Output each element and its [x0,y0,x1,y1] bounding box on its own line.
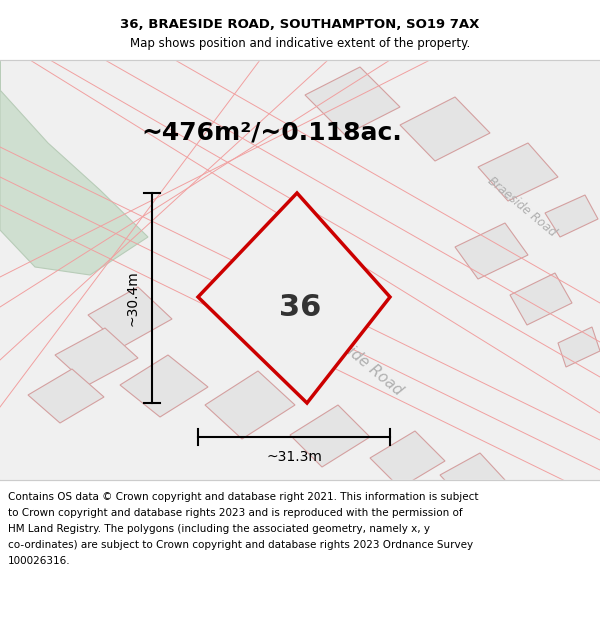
Text: ~476m²/~0.118ac.: ~476m²/~0.118ac. [142,121,403,145]
Polygon shape [370,431,445,488]
Polygon shape [28,369,104,423]
Polygon shape [440,453,505,502]
Polygon shape [0,60,148,275]
Text: Contains OS data © Crown copyright and database right 2021. This information is : Contains OS data © Crown copyright and d… [8,492,479,502]
Polygon shape [290,405,370,467]
Text: HM Land Registry. The polygons (including the associated geometry, namely x, y: HM Land Registry. The polygons (includin… [8,524,430,534]
Text: ~31.3m: ~31.3m [266,450,322,464]
Polygon shape [55,328,138,385]
Polygon shape [205,371,295,439]
Polygon shape [545,195,598,237]
Text: Braeside Road: Braeside Road [485,174,559,239]
Polygon shape [478,143,558,201]
Text: Braeside Road: Braeside Road [311,316,405,398]
Polygon shape [88,287,172,347]
Polygon shape [455,223,528,279]
Text: co-ordinates) are subject to Crown copyright and database rights 2023 Ordnance S: co-ordinates) are subject to Crown copyr… [8,540,473,550]
Text: 36: 36 [279,292,321,321]
Polygon shape [120,355,208,417]
Polygon shape [198,193,390,403]
Polygon shape [510,273,572,325]
Bar [0,480,600,625]
Text: 100026316.: 100026316. [8,556,71,566]
Polygon shape [558,327,600,367]
Text: ~30.4m: ~30.4m [125,270,139,326]
Text: 36, BRAESIDE ROAD, SOUTHAMPTON, SO19 7AX: 36, BRAESIDE ROAD, SOUTHAMPTON, SO19 7AX [121,18,479,31]
Text: Map shows position and indicative extent of the property.: Map shows position and indicative extent… [130,36,470,49]
Polygon shape [400,97,490,161]
Bar [0,60,600,480]
Text: to Crown copyright and database rights 2023 and is reproduced with the permissio: to Crown copyright and database rights 2… [8,508,463,518]
Bar [0,0,600,60]
Polygon shape [305,67,400,135]
